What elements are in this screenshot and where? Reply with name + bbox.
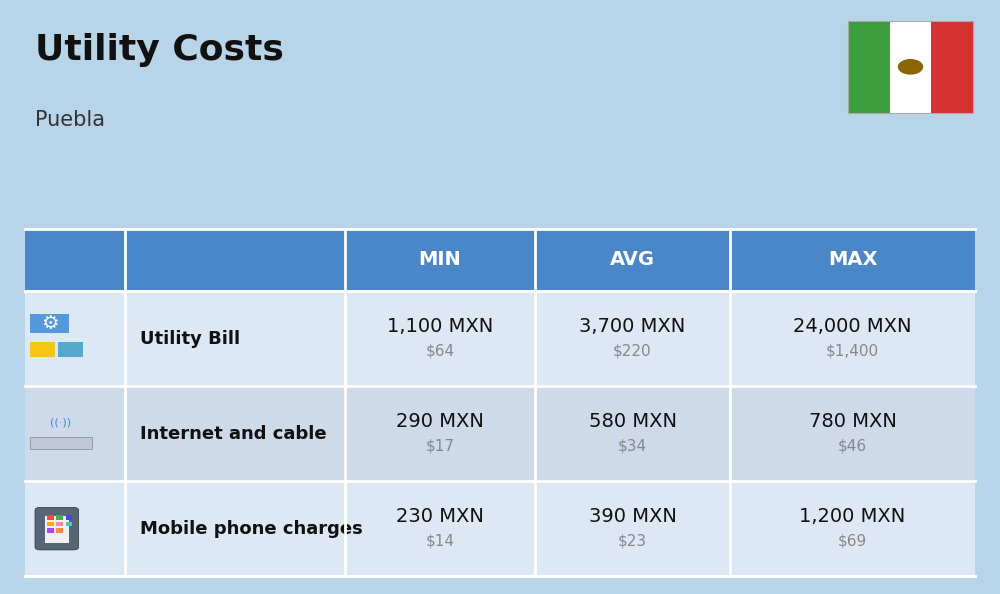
Bar — [848, 21, 890, 113]
Bar — [25, 291, 975, 386]
Text: AVG: AVG — [610, 251, 655, 269]
Text: ((·)): ((·)) — [50, 418, 71, 428]
Text: $17: $17 — [426, 438, 454, 453]
Text: MAX: MAX — [828, 251, 877, 269]
Bar — [56, 528, 63, 533]
Bar — [56, 515, 63, 520]
Bar — [56, 522, 63, 526]
Text: Utility Bill: Utility Bill — [140, 330, 240, 347]
Bar — [58, 342, 83, 357]
Text: $64: $64 — [425, 343, 455, 358]
Text: Internet and cable: Internet and cable — [140, 425, 327, 443]
Bar — [890, 21, 931, 113]
Text: Utility Costs: Utility Costs — [35, 33, 284, 67]
FancyBboxPatch shape — [35, 507, 79, 550]
Text: $46: $46 — [838, 438, 867, 453]
Text: $220: $220 — [613, 343, 652, 358]
Text: 290 MXN: 290 MXN — [396, 412, 484, 431]
Text: 24,000 MXN: 24,000 MXN — [793, 317, 912, 336]
Text: Mobile phone charges: Mobile phone charges — [140, 520, 363, 538]
Bar — [30, 314, 69, 333]
Text: 230 MXN: 230 MXN — [396, 507, 484, 526]
Text: $23: $23 — [618, 533, 647, 548]
Bar — [47, 515, 54, 520]
Text: Puebla: Puebla — [35, 110, 105, 130]
Text: $69: $69 — [838, 533, 867, 548]
Bar — [25, 229, 975, 291]
Text: $34: $34 — [618, 438, 647, 453]
Bar — [66, 522, 72, 526]
Text: ⚙: ⚙ — [41, 314, 58, 333]
Circle shape — [898, 59, 922, 74]
Text: $14: $14 — [426, 533, 454, 548]
Bar — [25, 481, 975, 576]
Bar — [47, 528, 54, 533]
Text: 580 MXN: 580 MXN — [589, 412, 677, 431]
Text: 1,200 MXN: 1,200 MXN — [799, 507, 906, 526]
Bar — [25, 386, 975, 481]
Bar — [47, 522, 54, 526]
Bar — [45, 516, 69, 542]
Bar — [66, 515, 72, 520]
Text: 390 MXN: 390 MXN — [589, 507, 676, 526]
Text: 3,700 MXN: 3,700 MXN — [579, 317, 686, 336]
Bar — [848, 21, 973, 113]
Text: 1,100 MXN: 1,100 MXN — [387, 317, 493, 336]
Bar — [30, 437, 92, 448]
Text: MIN: MIN — [419, 251, 461, 269]
Bar — [931, 21, 973, 113]
Text: 780 MXN: 780 MXN — [809, 412, 896, 431]
Text: $1,400: $1,400 — [826, 343, 879, 358]
Bar — [30, 342, 55, 357]
